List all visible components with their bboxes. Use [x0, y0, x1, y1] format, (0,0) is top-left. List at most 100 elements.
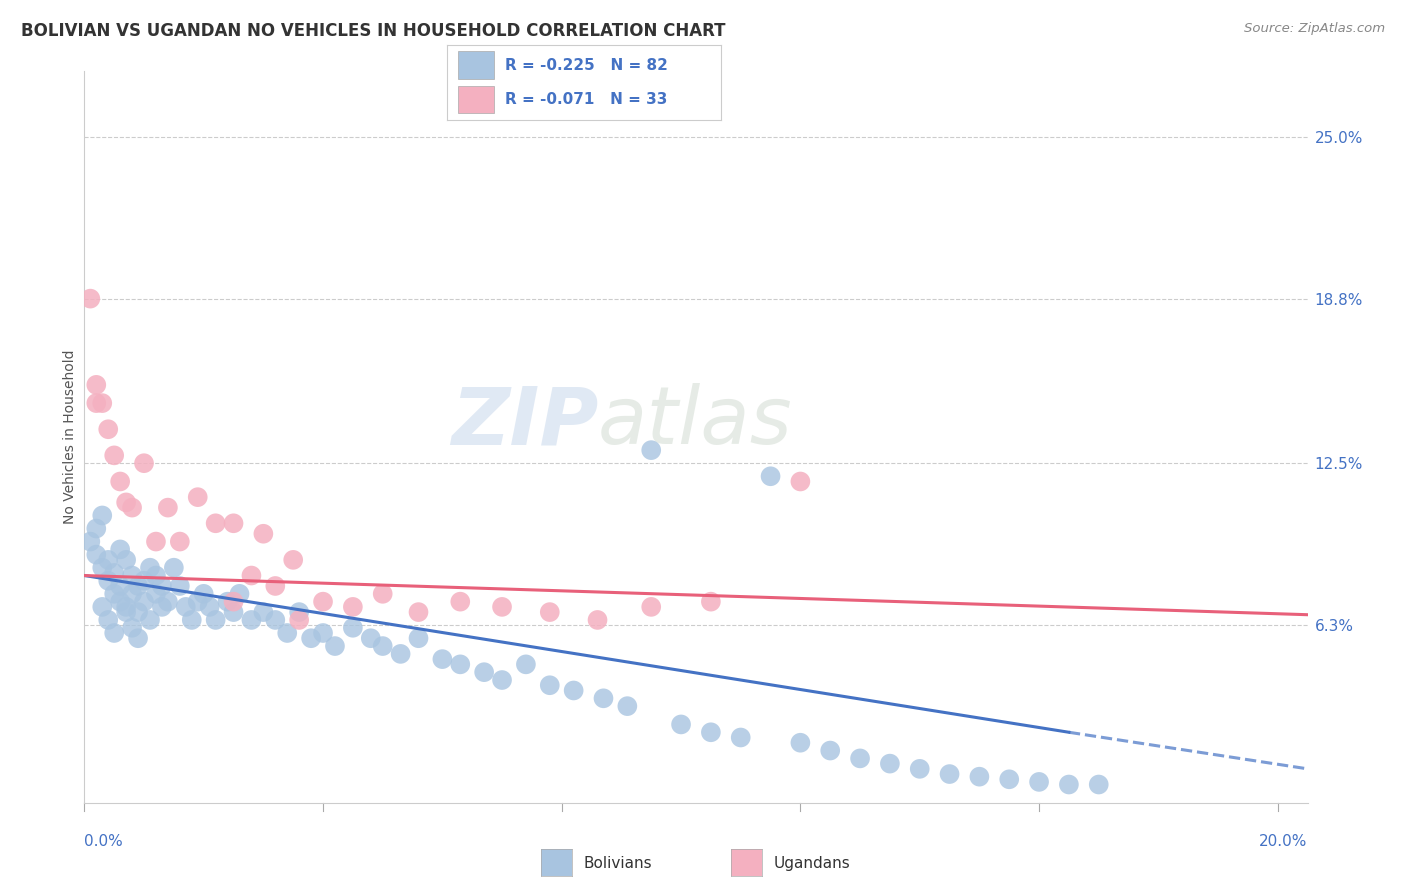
- Point: [156, 500, 179, 515]
- Point: [145, 534, 167, 549]
- Point: [491, 599, 513, 614]
- Point: [491, 673, 513, 687]
- Point: [127, 632, 149, 646]
- Point: [84, 521, 107, 535]
- Point: [1057, 778, 1080, 792]
- Text: Source: ZipAtlas.com: Source: ZipAtlas.com: [1244, 22, 1385, 36]
- Point: [97, 574, 120, 588]
- Point: [288, 613, 311, 627]
- Point: [472, 665, 495, 680]
- Point: [371, 639, 394, 653]
- Point: [1028, 775, 1050, 789]
- Point: [115, 605, 138, 619]
- Point: [730, 731, 752, 745]
- Point: [103, 449, 125, 463]
- Point: [264, 613, 287, 627]
- Point: [127, 579, 149, 593]
- Point: [121, 621, 143, 635]
- Point: [139, 560, 162, 574]
- Point: [818, 743, 841, 757]
- Text: R = -0.071   N = 33: R = -0.071 N = 33: [505, 92, 666, 107]
- Point: [150, 579, 173, 593]
- Point: [156, 595, 179, 609]
- Point: [132, 574, 155, 588]
- Point: [108, 542, 131, 557]
- Text: R = -0.225   N = 82: R = -0.225 N = 82: [505, 58, 668, 72]
- Point: [562, 683, 585, 698]
- Point: [115, 553, 138, 567]
- FancyBboxPatch shape: [458, 52, 494, 78]
- Point: [360, 632, 382, 646]
- Text: Ugandans: Ugandans: [773, 856, 851, 871]
- Point: [283, 553, 305, 567]
- Point: [108, 595, 131, 609]
- Point: [121, 587, 143, 601]
- Point: [145, 587, 167, 601]
- Point: [187, 490, 209, 504]
- Point: [312, 595, 335, 609]
- Point: [121, 568, 143, 582]
- Point: [97, 613, 120, 627]
- Point: [371, 587, 394, 601]
- Point: [669, 717, 692, 731]
- Point: [288, 605, 311, 619]
- Point: [789, 736, 811, 750]
- Point: [538, 605, 561, 619]
- Point: [103, 587, 125, 601]
- Y-axis label: No Vehicles in Household: No Vehicles in Household: [63, 350, 77, 524]
- Point: [121, 500, 143, 515]
- Point: [108, 475, 131, 489]
- Point: [616, 699, 638, 714]
- Point: [222, 516, 245, 531]
- Point: [586, 613, 609, 627]
- Text: 0.0%: 0.0%: [84, 834, 124, 849]
- Point: [132, 456, 155, 470]
- Point: [849, 751, 872, 765]
- Point: [640, 443, 662, 458]
- Point: [323, 639, 346, 653]
- Point: [240, 568, 263, 582]
- Text: 20.0%: 20.0%: [1260, 834, 1308, 849]
- Point: [193, 587, 215, 601]
- Point: [79, 534, 101, 549]
- Point: [198, 599, 221, 614]
- Text: atlas: atlas: [598, 384, 793, 461]
- Point: [91, 508, 114, 523]
- Point: [139, 613, 162, 627]
- Point: [145, 568, 167, 582]
- Text: ZIP: ZIP: [451, 384, 598, 461]
- Point: [700, 725, 723, 739]
- Point: [969, 770, 991, 784]
- Point: [108, 579, 131, 593]
- Point: [174, 599, 197, 614]
- Point: [115, 495, 138, 509]
- Point: [264, 579, 287, 593]
- Point: [91, 560, 114, 574]
- Point: [592, 691, 614, 706]
- Point: [163, 560, 186, 574]
- Point: [127, 605, 149, 619]
- Point: [312, 626, 335, 640]
- Point: [998, 772, 1021, 787]
- Point: [640, 599, 662, 614]
- Point: [389, 647, 412, 661]
- Point: [789, 475, 811, 489]
- Point: [759, 469, 782, 483]
- Text: BOLIVIAN VS UGANDAN NO VEHICLES IN HOUSEHOLD CORRELATION CHART: BOLIVIAN VS UGANDAN NO VEHICLES IN HOUSE…: [21, 22, 725, 40]
- Point: [103, 626, 125, 640]
- Point: [204, 516, 226, 531]
- Point: [938, 767, 960, 781]
- Point: [187, 595, 209, 609]
- Point: [1087, 778, 1109, 792]
- Point: [276, 626, 298, 640]
- Point: [228, 587, 250, 601]
- Point: [103, 566, 125, 580]
- Point: [449, 657, 471, 672]
- Point: [222, 605, 245, 619]
- Point: [180, 613, 202, 627]
- Point: [91, 396, 114, 410]
- Point: [342, 621, 364, 635]
- Point: [252, 526, 274, 541]
- Point: [449, 595, 471, 609]
- Point: [700, 595, 723, 609]
